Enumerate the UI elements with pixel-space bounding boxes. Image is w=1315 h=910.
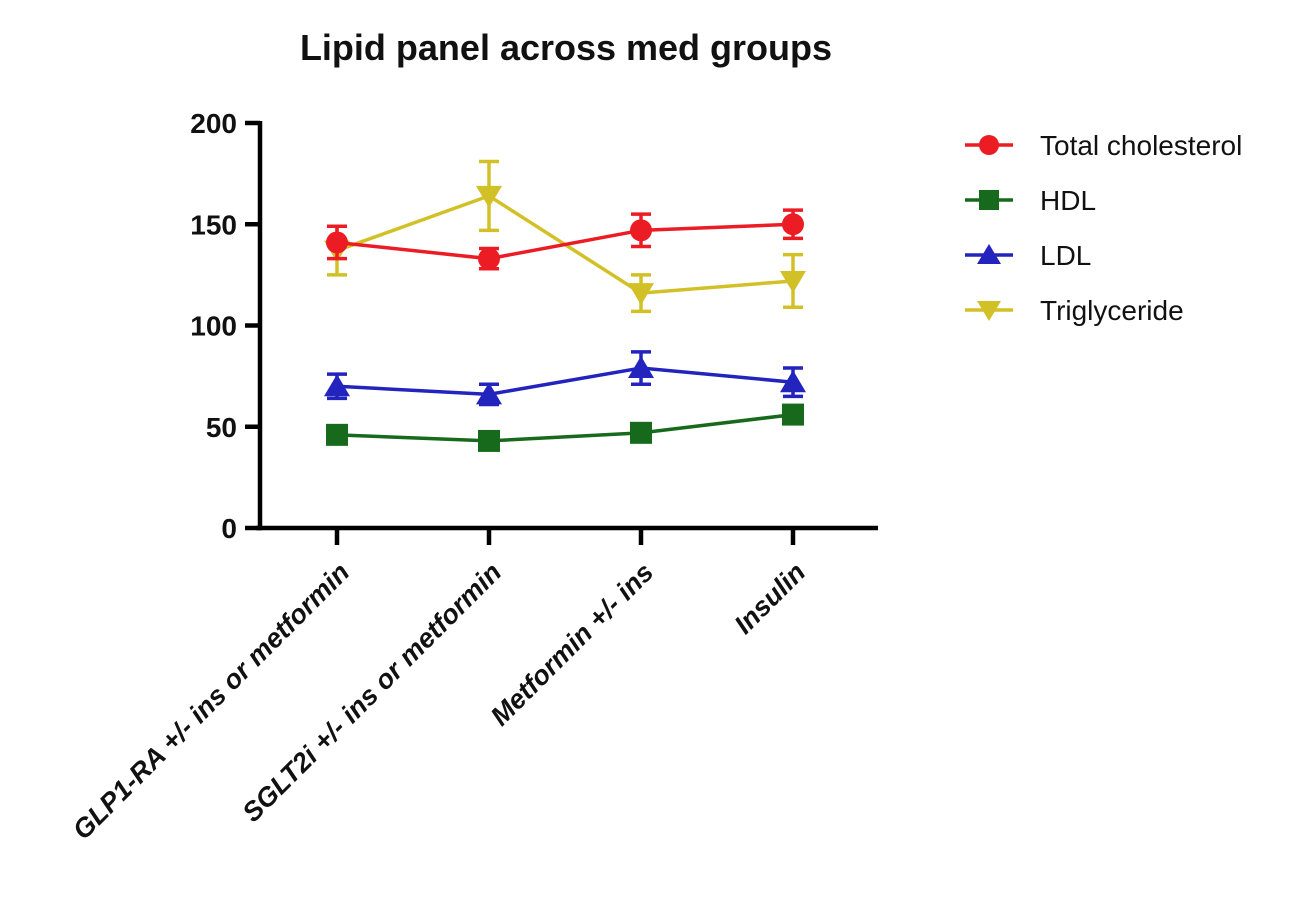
series-line: [336, 222, 794, 261]
legend-item-triglyceride: Triglyceride: [965, 295, 1184, 326]
legend-item-ldl: LDL: [965, 240, 1091, 271]
data-point-marker: [478, 429, 500, 452]
y-axis-tick-label: 200: [190, 108, 237, 139]
data-point-marker: [476, 382, 502, 405]
series-ldl: [324, 350, 806, 407]
series-triglyceride: [324, 159, 806, 314]
data-point-marker: [630, 421, 652, 444]
y-axis-tick-label: 100: [190, 311, 237, 342]
y-axis-tick-label: 0: [221, 513, 237, 544]
axes: 0 50 100 150 200 GLP1-RA +/- ins or metformin…: [67, 108, 878, 845]
x-axis-category-label: Insulin: [729, 557, 812, 640]
series-total-cholesterol: [326, 208, 804, 271]
data-point-marker: [476, 185, 502, 208]
x-axis-category-label: Metformin +/- ins: [485, 557, 659, 731]
series-line: [336, 366, 794, 397]
legend-label: HDL: [1040, 185, 1096, 216]
series-line: [336, 412, 794, 443]
data-point-marker: [782, 213, 804, 236]
x-axis-category-label: SGLT2i +/- ins or metformin: [237, 557, 508, 828]
data-point-marker: [977, 301, 1001, 321]
legend-item-total-cholesterol: Total cholesterol: [965, 130, 1242, 161]
legend-item-hdl: HDL: [965, 185, 1096, 216]
data-point-marker: [478, 247, 500, 270]
data-point-marker: [326, 423, 348, 446]
data-point-marker: [782, 403, 804, 426]
chart-title: Lipid panel across med groups: [300, 27, 832, 68]
data-point-marker: [324, 374, 350, 397]
data-point-marker: [979, 135, 999, 155]
legend-label: LDL: [1040, 240, 1091, 271]
series-hdl: [326, 403, 804, 452]
y-axis-tick-label: 50: [206, 412, 237, 443]
data-point-marker: [780, 270, 806, 293]
y-axis-tick-label: 150: [190, 209, 237, 240]
data-point-marker: [326, 231, 348, 254]
legend-label: Total cholesterol: [1040, 130, 1242, 161]
data-point-marker: [628, 283, 654, 306]
data-point-marker: [977, 244, 1001, 264]
data-point-marker: [780, 370, 806, 393]
x-axis-category-label: GLP1-RA +/- ins or metformin: [67, 557, 355, 845]
data-point-marker: [979, 190, 999, 210]
legend-label: Triglyceride: [1040, 295, 1184, 326]
legend: Total cholesterol HDL LDL Triglyceride: [965, 130, 1242, 326]
data-point-marker: [630, 219, 652, 242]
data-point-marker: [628, 356, 654, 379]
